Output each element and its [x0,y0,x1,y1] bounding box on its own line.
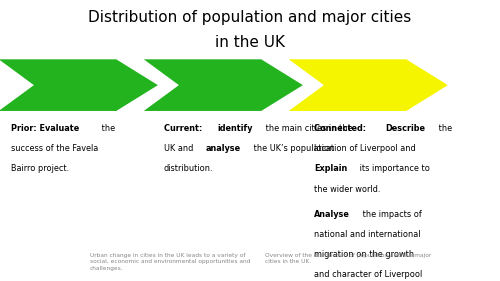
Text: Analyse: Analyse [314,210,350,219]
Text: the: the [99,124,115,133]
Polygon shape [0,59,158,111]
Text: analyse: analyse [206,144,240,153]
Text: distribution.: distribution. [164,164,214,173]
Text: Bairro project.: Bairro project. [11,164,69,173]
Text: success of the Favela: success of the Favela [11,144,98,153]
Text: Urban change in cities in the UK leads to a variety of
social, economic and envi: Urban change in cities in the UK leads t… [90,253,250,271]
Polygon shape [288,59,448,111]
Text: Distribution of population and major cities: Distribution of population and major cit… [88,10,411,25]
Text: the impacts of: the impacts of [360,210,422,219]
Text: Describe: Describe [385,124,425,133]
Text: the main cities in the: the main cities in the [262,124,352,133]
Text: identify: identify [217,124,252,133]
Text: the UK’s population: the UK’s population [250,144,334,153]
Text: Explain: Explain [314,164,347,173]
Text: Prior: Evaluate: Prior: Evaluate [11,124,79,133]
Text: its importance to: its importance to [357,164,430,173]
Text: location of Liverpool and: location of Liverpool and [314,144,416,153]
Text: UK and: UK and [164,144,196,153]
Text: the: the [436,124,452,133]
Text: the wider world.: the wider world. [314,185,380,194]
Polygon shape [144,59,303,111]
Text: in the UK: in the UK [215,35,285,50]
Text: Current:: Current: [164,124,205,133]
Text: Connected:: Connected: [314,124,369,133]
Text: and character of Liverpool: and character of Liverpool [314,270,422,279]
Text: national and international: national and international [314,230,420,239]
Text: migration on the growth: migration on the growth [314,250,414,259]
Text: Overview of the distribution of population and the major
cities in the UK.: Overview of the distribution of populati… [265,253,431,264]
